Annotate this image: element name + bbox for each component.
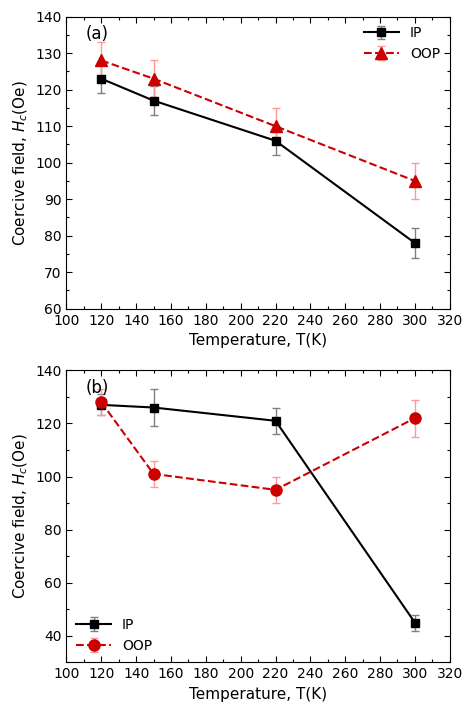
Text: (a): (a) <box>86 26 109 43</box>
Y-axis label: Coercive field, $H_c$(Oe): Coercive field, $H_c$(Oe) <box>11 80 29 245</box>
Y-axis label: Coercive field, $H_c$(Oe): Coercive field, $H_c$(Oe) <box>11 434 30 600</box>
X-axis label: Temperature, T(K): Temperature, T(K) <box>189 687 327 702</box>
Text: (b): (b) <box>86 379 109 397</box>
X-axis label: Temperature, T(K): Temperature, T(K) <box>189 333 327 348</box>
Legend: IP, OOP: IP, OOP <box>358 21 446 67</box>
Legend: IP, OOP: IP, OOP <box>71 612 158 658</box>
